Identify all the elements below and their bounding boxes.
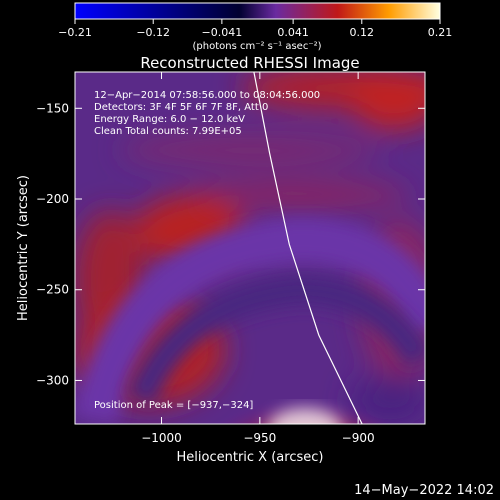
colorbar-tick-label: 0.041 bbox=[277, 26, 309, 39]
x-tick-label: −1000 bbox=[141, 431, 182, 445]
y-tick-label: −150 bbox=[36, 101, 69, 115]
colorbar-tick-label: −0.041 bbox=[202, 26, 243, 39]
x-axis-label: Heliocentric X (arcsec) bbox=[177, 450, 324, 465]
y-tick-label: −300 bbox=[36, 373, 69, 387]
annotation-clean-counts: Clean Total counts: 7.99E+05 bbox=[94, 126, 242, 137]
colorbar-ticks: −0.21 −0.12 −0.041 0.041 0.12 0.21 bbox=[58, 19, 452, 39]
colorbar-tick-label: −0.21 bbox=[58, 26, 92, 39]
y-tick-label: −250 bbox=[36, 283, 69, 297]
x-tick-label: −950 bbox=[243, 431, 276, 445]
annotation-energy-range: Energy Range: 6.0 − 12.0 keV bbox=[94, 114, 245, 125]
footer-timestamp: 14−May−2022 14:02 bbox=[354, 483, 494, 498]
x-tick-label: −900 bbox=[342, 431, 375, 445]
solar-limb-curve bbox=[253, 72, 363, 424]
colorbar-tick-label: 0.21 bbox=[428, 26, 453, 39]
heatmap bbox=[75, 72, 425, 424]
annotation-detectors: Detectors: 3F 4F 5F 6F 7F 8F, Att 0 bbox=[94, 102, 268, 113]
colorbar bbox=[74, 2, 441, 20]
annotation-time-range: 12−Apr−2014 07:58:56.000 to 08:04:56.000 bbox=[94, 90, 320, 101]
chart-title: Reconstructed RHESSI Image bbox=[140, 54, 359, 72]
y-tick-label: −200 bbox=[36, 192, 69, 206]
colorbar-unit-label: (photons cm⁻² s⁻¹ asec⁻²) bbox=[192, 41, 321, 52]
y-axis-ticks: −150 −200 −250 −300 bbox=[36, 101, 425, 387]
x-axis-ticks: −1000 −950 −900 bbox=[141, 72, 375, 445]
colorbar-tick-label: −0.12 bbox=[136, 26, 170, 39]
annotation-peak-position: Position of Peak = [−937,−324] bbox=[94, 400, 253, 411]
colorbar-tick-label: 0.12 bbox=[350, 26, 375, 39]
plot-frame bbox=[74, 71, 426, 425]
y-axis-label: Heliocentric Y (arcsec) bbox=[16, 175, 31, 321]
